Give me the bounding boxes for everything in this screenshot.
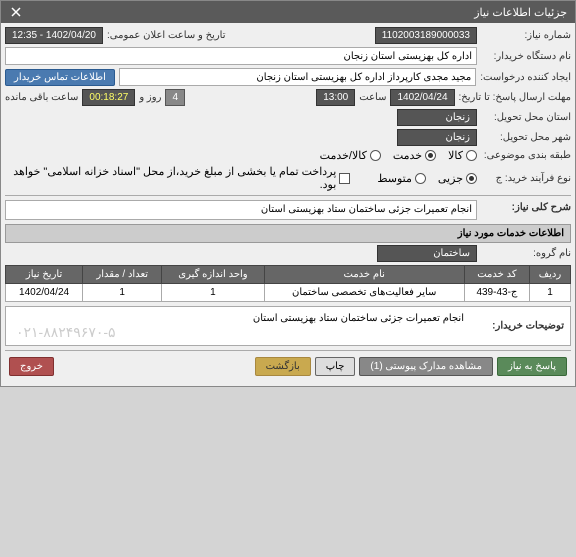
radio-khedmat-label: خدمت bbox=[393, 149, 422, 162]
col-qty: تعداد / مقدار bbox=[83, 266, 162, 284]
buyer-notes-text: انجام تعمیرات جزئی ساختمان ستاد بهزیستی … bbox=[12, 313, 464, 324]
hour-label: ساعت bbox=[359, 92, 386, 103]
radio-icon bbox=[466, 150, 477, 161]
close-icon[interactable] bbox=[9, 5, 23, 19]
services-table: ردیف کد خدمت نام خدمت واحد اندازه گیری ت… bbox=[5, 265, 571, 302]
radio-medium-label: متوسط bbox=[377, 172, 412, 185]
cell-unit: 1 bbox=[162, 284, 264, 302]
days-remaining-field: 4 bbox=[165, 89, 185, 106]
delivery-city-label: شهر محل تحویل: bbox=[481, 132, 571, 143]
countdown-timer: 00:18:27 bbox=[82, 89, 135, 106]
col-service-name: نام خدمت bbox=[264, 266, 464, 284]
requester-label: ایجاد کننده درخواست: bbox=[480, 72, 571, 83]
day-label: روز و bbox=[139, 92, 161, 103]
service-group-field: ساختمان bbox=[377, 245, 477, 262]
window-title: جزئیات اطلاعات نیاز bbox=[474, 6, 567, 19]
attachments-button[interactable]: مشاهده مدارک پیوستی (1) bbox=[359, 357, 493, 376]
delivery-province-field: زنجان bbox=[397, 109, 477, 126]
table-row[interactable]: 1 ج-43-439 سایر فعالیت‌های تخصصی ساختمان… bbox=[6, 284, 571, 302]
category-radio-group: کالا خدمت کالا/خدمت bbox=[320, 149, 477, 162]
general-desc-label: شرح کلی نیاز: bbox=[481, 200, 571, 213]
cell-row: 1 bbox=[530, 284, 571, 302]
watermark: ۰۲۱-۸۸۲۴۹۶۷۰-۵ bbox=[16, 324, 116, 341]
announce-date-field: 1402/04/20 - 12:35 bbox=[5, 27, 103, 44]
deadline-hour-field: 13:00 bbox=[316, 89, 355, 106]
radio-kala-khedmat-label: کالا/خدمت bbox=[320, 149, 367, 162]
titlebar: جزئیات اطلاعات نیاز bbox=[1, 1, 575, 23]
delivery-city-field: زنجان bbox=[397, 129, 477, 146]
radio-icon bbox=[370, 150, 381, 161]
col-row: ردیف bbox=[530, 266, 571, 284]
table-header-row: ردیف کد خدمت نام خدمت واحد اندازه گیری ت… bbox=[6, 266, 571, 284]
need-number-field: 1102003189000033 bbox=[375, 27, 477, 44]
print-button[interactable]: چاپ bbox=[315, 357, 356, 376]
col-unit: واحد اندازه گیری bbox=[162, 266, 264, 284]
radio-kala[interactable]: کالا bbox=[448, 149, 477, 162]
delivery-province-label: استان محل تحویل: bbox=[481, 112, 571, 123]
radio-khedmat[interactable]: خدمت bbox=[393, 149, 436, 162]
respond-button[interactable]: پاسخ به نیاز bbox=[497, 357, 567, 376]
requester-field: مجید مجدی کارپرداز اداره کل بهزیستی استا… bbox=[119, 68, 476, 86]
contact-info-button[interactable]: اطلاعات تماس خریدار bbox=[5, 69, 115, 86]
service-group-label: نام گروه: bbox=[481, 248, 571, 259]
buyer-notes-box: توضیحات خریدار: انجام تعمیرات جزئی ساختم… bbox=[5, 306, 571, 346]
buyer-org-field: اداره کل بهزیستی استان زنجان bbox=[5, 47, 477, 65]
cell-service-name: سایر فعالیت‌های تخصصی ساختمان bbox=[264, 284, 464, 302]
radio-kala-label: کالا bbox=[448, 149, 463, 162]
cell-service-code: ج-43-439 bbox=[464, 284, 529, 302]
radio-small[interactable]: جزیی bbox=[438, 172, 477, 185]
content-area: شماره نیاز: 1102003189000033 تاریخ و ساع… bbox=[1, 23, 575, 386]
deadline-label: مهلت ارسال پاسخ: تا تاریخ: bbox=[459, 92, 571, 103]
col-service-code: کد خدمت bbox=[464, 266, 529, 284]
need-number-label: شماره نیاز: bbox=[481, 30, 571, 41]
deadline-date-field: 1402/04/24 bbox=[390, 89, 454, 106]
back-button[interactable]: بازگشت bbox=[255, 357, 311, 376]
radio-icon bbox=[425, 150, 436, 161]
services-info-header: اطلاعات خدمات مورد نیاز bbox=[5, 224, 571, 243]
category-label: طبقه بندی موضوعی: bbox=[481, 150, 571, 161]
general-desc-field: انجام تعمیرات جزئی ساختمان ستاد بهزیستی … bbox=[5, 200, 477, 220]
checkbox-icon bbox=[339, 173, 350, 184]
radio-small-label: جزیی bbox=[438, 172, 463, 185]
radio-icon bbox=[466, 173, 477, 184]
announce-date-label: تاریخ و ساعت اعلان عمومی: bbox=[107, 30, 226, 41]
radio-icon bbox=[415, 173, 426, 184]
radio-medium[interactable]: متوسط bbox=[377, 172, 426, 185]
main-window: جزئیات اطلاعات نیاز شماره نیاز: 11020031… bbox=[0, 0, 576, 387]
buyer-org-label: نام دستگاه خریدار: bbox=[481, 51, 571, 62]
exit-button[interactable]: خروج bbox=[9, 357, 54, 376]
col-need-date: تاریخ نیاز bbox=[6, 266, 83, 284]
cell-need-date: 1402/04/24 bbox=[6, 284, 83, 302]
buyer-notes-label: توضیحات خریدار: bbox=[492, 321, 564, 332]
process-radio-group: جزیی متوسط bbox=[377, 172, 477, 185]
footer-buttons: پاسخ به نیاز مشاهده مدارک پیوستی (1) چاپ… bbox=[5, 350, 571, 382]
payment-note-label: پرداخت تمام یا بخشی از مبلغ خرید،از محل … bbox=[5, 165, 336, 191]
cell-qty: 1 bbox=[83, 284, 162, 302]
payment-checkbox[interactable]: پرداخت تمام یا بخشی از مبلغ خرید،از محل … bbox=[5, 165, 350, 191]
radio-kala-khedmat[interactable]: کالا/خدمت bbox=[320, 149, 381, 162]
divider bbox=[5, 195, 571, 196]
time-remaining-label: ساعت باقی مانده bbox=[5, 92, 78, 103]
process-type-label: نوع فرآیند خرید: ج bbox=[481, 173, 571, 184]
